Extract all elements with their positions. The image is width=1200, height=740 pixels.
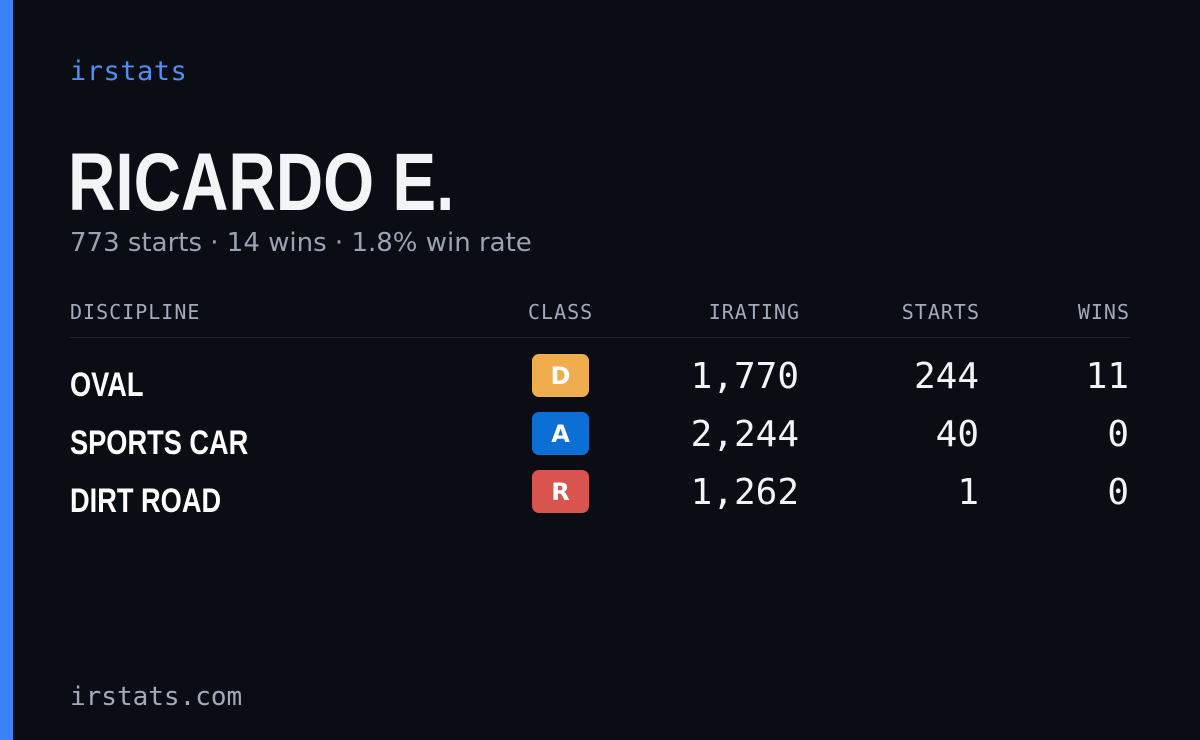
wins-value: 0 xyxy=(1107,472,1129,513)
wins-value: 11 xyxy=(1085,356,1129,397)
irating-value: 2,244 xyxy=(690,414,799,455)
column-header-discipline: DISCIPLINE xyxy=(70,300,201,324)
column-header-wins: WINS xyxy=(1077,300,1130,324)
irating-value: 1,770 xyxy=(690,356,799,397)
column-header-irating: IRATING xyxy=(708,300,800,324)
table-row: SPORTS CAR A 2,244 40 0 xyxy=(70,410,1130,468)
starts-value: 40 xyxy=(935,414,979,455)
discipline-name: OVAL xyxy=(70,366,144,404)
footer-url: irstats.com xyxy=(70,682,243,712)
license-class-badge: R xyxy=(532,470,589,513)
wins-value: 0 xyxy=(1107,414,1129,455)
starts-value: 244 xyxy=(913,356,979,397)
starts-value: 1 xyxy=(957,472,979,513)
discipline-name: DIRT ROAD xyxy=(70,482,222,520)
discipline-name: SPORTS CAR xyxy=(70,424,249,462)
license-class-badge: D xyxy=(532,354,589,397)
table-row: OVAL D 1,770 244 11 xyxy=(70,352,1130,410)
driver-summary: 773 starts · 14 wins · 1.8% win rate xyxy=(70,228,532,258)
driver-name: RICARDO E. xyxy=(68,137,455,228)
column-header-class: CLASS xyxy=(528,300,594,324)
irating-value: 1,262 xyxy=(690,472,799,513)
license-class-badge: A xyxy=(532,412,589,455)
accent-bar xyxy=(0,0,13,740)
table-row: DIRT ROAD R 1,262 1 0 xyxy=(70,468,1130,526)
column-header-starts: STARTS xyxy=(901,300,980,324)
table-header: DISCIPLINE CLASS IRATING STARTS WINS xyxy=(70,300,1130,338)
brand-logo-text: irstats xyxy=(70,56,188,87)
discipline-table: OVAL D 1,770 244 11 SPORTS CAR A 2,244 4… xyxy=(70,352,1130,526)
